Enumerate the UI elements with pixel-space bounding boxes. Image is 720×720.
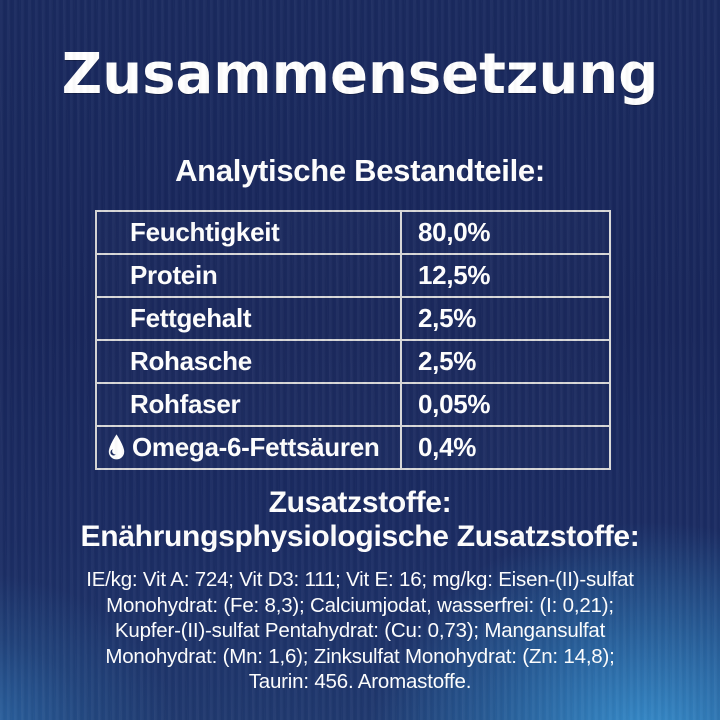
- row-label: Feuchtigkeit: [130, 217, 280, 247]
- row-value: 12,5%: [400, 255, 609, 296]
- page-title: Zusammensetzung: [61, 42, 659, 107]
- additives-line: Monohydrat: (Mn: 1,6); Zinksulfat Monohy…: [105, 644, 615, 668]
- row-label: Rohfaser: [130, 389, 241, 419]
- table-row: Fettgehalt 2,5%: [97, 296, 609, 339]
- row-value: 80,0%: [400, 212, 609, 253]
- additives-line: IE/kg: Vit A: 724; Vit D3: 111; Vit E: 1…: [86, 568, 634, 591]
- row-label: Fettgehalt: [130, 303, 252, 333]
- additives-heading: Zusatzstoffe: Enährungsphysiologische Zu…: [0, 486, 720, 554]
- additives-declaration: IE/kg: Vit A: 724; Vit D3: 111; Vit E: 1…: [0, 567, 720, 695]
- table-row: Rohasche 2,5%: [97, 339, 609, 382]
- table-row: Rohfaser 0,05%: [97, 382, 609, 425]
- row-value: 0,4%: [400, 427, 609, 468]
- row-value: 2,5%: [400, 341, 609, 382]
- row-value: 2,5%: [400, 298, 609, 339]
- additives-line: Taurin: 456. Aromastoffe.: [248, 670, 472, 693]
- droplet-icon: [106, 433, 127, 462]
- row-label: Rohasche: [130, 346, 252, 376]
- row-value: 0,05%: [400, 384, 609, 425]
- additives-line: Kupfer-(II)-sulfat Pentahydrat: (Cu: 0,7…: [114, 619, 606, 642]
- row-label-text: Omega-6-Fettsäuren: [132, 432, 380, 462]
- row-label: Protein: [130, 260, 218, 290]
- additives-line: Monohydrat: (Fe: 8,3); Calciumjodat, was…: [106, 593, 614, 617]
- additives-heading-line2: Enährungsphysiologische Zusatzstoffe:: [80, 520, 640, 553]
- additives-heading-line1: Zusatzstoffe:: [268, 486, 452, 519]
- analytical-heading: Analytische Bestandteile:: [175, 153, 545, 188]
- table-row: Omega-6-Fettsäuren 0,4%: [97, 425, 609, 468]
- table-row: Protein 12,5%: [97, 253, 609, 296]
- analytical-constituents-table: Feuchtigkeit 80,0% Protein 12,5% Fettgeh…: [95, 210, 611, 470]
- row-label: Omega-6-Fettsäuren: [97, 427, 400, 468]
- table-row: Feuchtigkeit 80,0%: [97, 212, 609, 253]
